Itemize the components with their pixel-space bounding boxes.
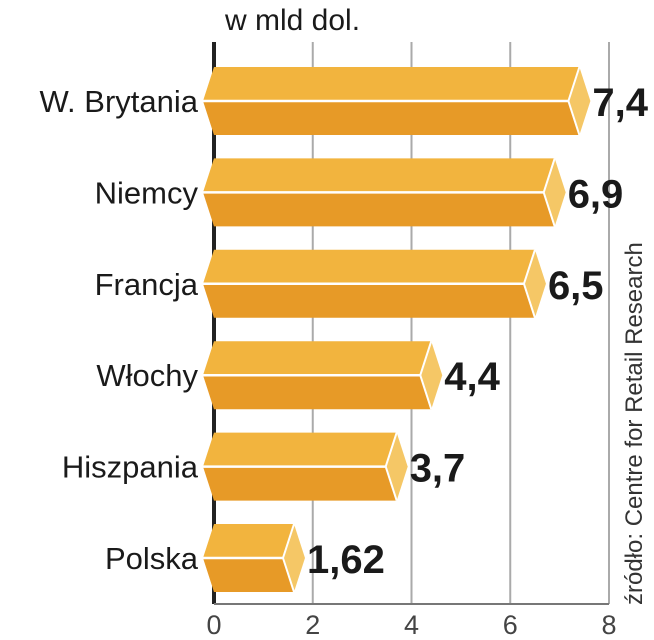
bar-edge	[567, 100, 581, 136]
bar	[203, 158, 566, 227]
bar-edge	[567, 66, 581, 102]
value-label: 7,4	[592, 81, 648, 125]
category-label: W. Brytania	[40, 84, 199, 119]
category-label: Hiszpania	[62, 450, 199, 485]
bar-top-face	[203, 158, 555, 193]
category-label: Niemcy	[95, 175, 199, 210]
bar-bottom-face	[203, 466, 397, 501]
x-tick-label: 6	[503, 610, 518, 640]
value-label: 4,4	[444, 355, 500, 399]
bar-edge	[384, 432, 398, 467]
x-tick-label: 8	[601, 610, 616, 640]
bar	[203, 340, 443, 410]
bar-edge	[542, 158, 556, 193]
bar-edge	[419, 374, 433, 410]
bar	[203, 432, 408, 501]
x-tick-label: 4	[404, 610, 419, 640]
x-tick-label: 2	[305, 610, 320, 640]
bar-bottom-face	[203, 192, 555, 227]
bar-top-face	[203, 341, 432, 376]
bar-top-face	[203, 524, 294, 558]
value-label: 6,5	[548, 264, 604, 308]
bar-edge	[522, 283, 536, 319]
bar-edge	[384, 466, 398, 501]
bar-bottom-face	[203, 283, 535, 318]
bar	[203, 249, 546, 319]
bar-top-face	[203, 432, 397, 467]
bar-top-face	[203, 67, 580, 101]
bar-edge	[542, 192, 556, 227]
value-label: 1,62	[307, 538, 385, 582]
unit-label: w mld dol.	[224, 4, 360, 37]
bar-edge	[282, 523, 295, 559]
bar-edge	[282, 557, 295, 593]
source-label: źródło: Centre for Retail Research	[621, 242, 648, 605]
bar-bottom-face	[203, 375, 432, 410]
value-label: 6,9	[568, 172, 624, 216]
bar	[203, 523, 305, 593]
bar-edge	[419, 340, 433, 376]
bar	[203, 66, 591, 136]
category-label: Polska	[105, 541, 199, 576]
x-tick-label: 0	[206, 610, 221, 640]
category-label: Francja	[95, 267, 199, 302]
value-label: 3,7	[410, 447, 466, 491]
bar-top-face	[203, 249, 535, 284]
category-label: Włochy	[96, 358, 198, 393]
bar-bottom-face	[203, 101, 580, 135]
bar-bottom-face	[203, 558, 294, 592]
bar-edge	[522, 249, 536, 285]
